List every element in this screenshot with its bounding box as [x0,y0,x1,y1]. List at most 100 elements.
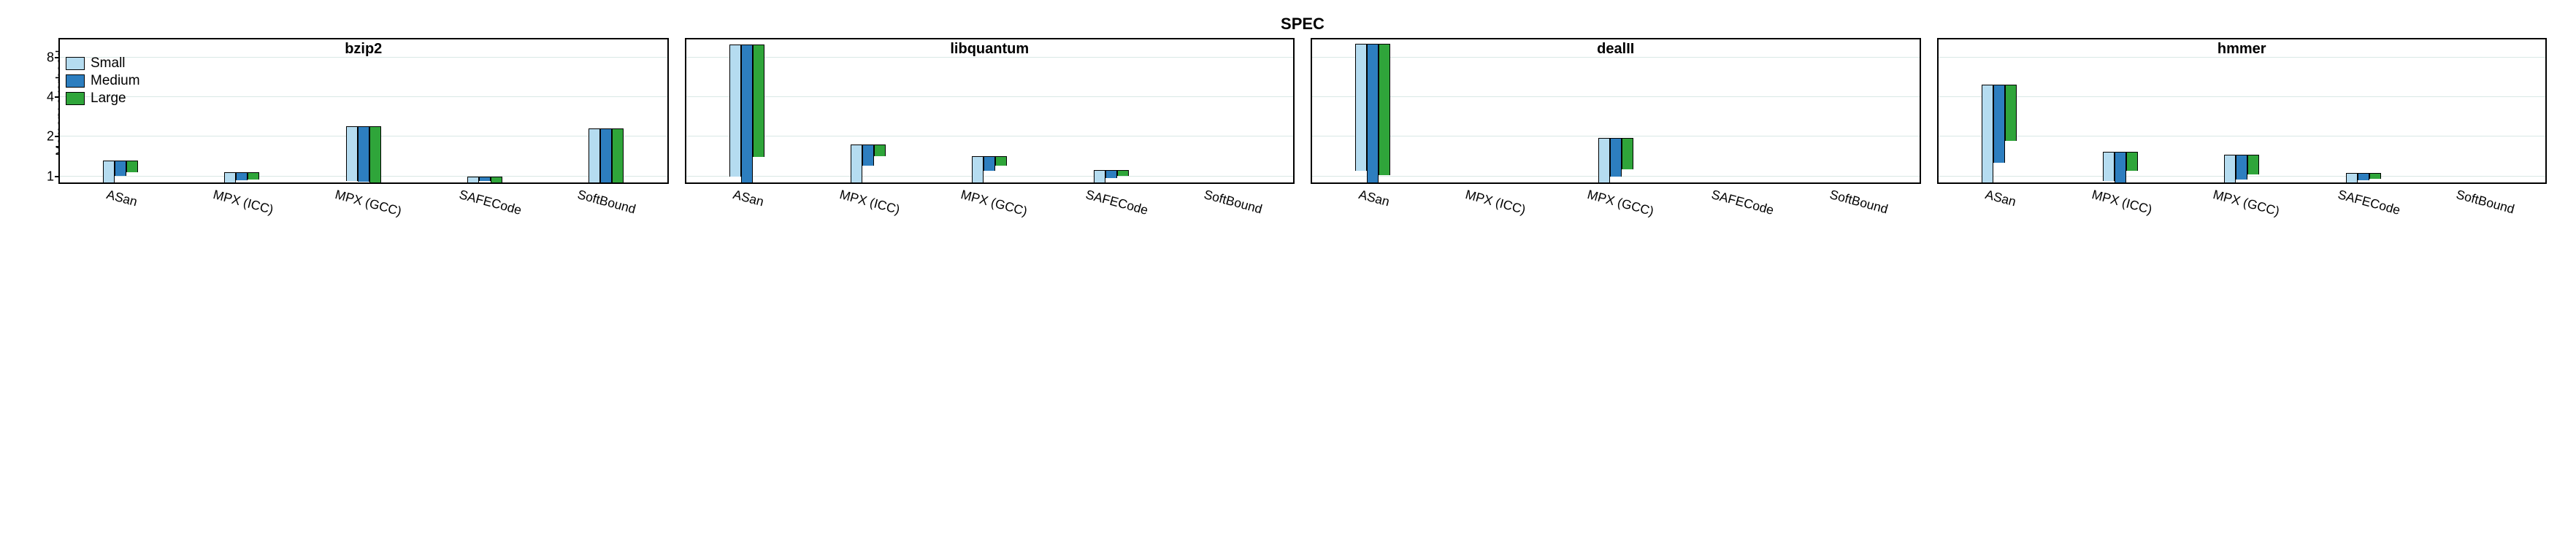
bar-group [2346,173,2381,182]
bar [1379,44,1390,175]
xtick-label: ASan [731,187,765,209]
panel: libquantumASanMPX (ICC)MPX (GCC)SAFECode… [685,38,1295,184]
bar [2224,155,2236,182]
bar [741,45,753,182]
xtick-label: SAFECode [2336,187,2401,218]
bar [479,177,491,182]
bar [851,145,862,182]
bar [1622,138,1633,169]
bar [2103,152,2115,181]
bar [1094,170,1105,182]
bar-group [467,177,502,182]
xtick-label: SoftBound [576,187,637,217]
bar [1598,138,1610,182]
bar [346,126,358,181]
bar [1367,44,1379,182]
xtick-label: SAFECode [1710,187,1776,218]
chart-panel: hmmerASanMPX (ICC)MPX (GCC)SAFECodeSoftB… [1937,38,2548,184]
gridline [60,57,667,58]
xtick-label: SAFECode [458,187,524,218]
bar [995,156,1007,166]
bar [600,128,612,182]
bar [491,177,502,182]
gridline [1939,96,2546,97]
ytick-label: 1 [47,169,60,184]
gridline [60,96,667,97]
legend-swatch [66,74,85,88]
xtick-label: ASan [1357,187,1392,209]
bar-group [1598,138,1633,182]
ytick-label: 4 [47,90,60,105]
bar [1117,170,1129,176]
panel-title: libquantum [950,41,1029,58]
ytick-label: 8 [47,50,60,65]
ytick-label: 2 [47,129,60,145]
bar [2247,155,2259,175]
bar [126,161,138,172]
bar [729,45,741,177]
bar-group [729,45,764,182]
xtick-label: SoftBound [2454,187,2515,217]
gridline [1312,96,1920,97]
bar [369,126,381,182]
xtick-label: MPX (GCC) [333,187,403,219]
xtick-label: MPX (ICC) [1464,187,1527,217]
bar [2005,85,2017,141]
xtick-label: MPX (GCC) [959,187,1030,219]
bar-group [851,145,886,182]
bar [467,177,479,182]
xtick-label: MPX (ICC) [212,187,275,217]
panel-title: hmmer [2217,41,2266,58]
panel: dealIIASanMPX (ICC)MPX (GCC)SAFECodeSoft… [1311,38,1921,184]
bar [1982,85,1993,182]
panels-row: bzip21248SmallMediumLargeASanMPX (ICC)MP… [58,38,2547,184]
legend-label: Large [91,90,126,107]
bar [2346,173,2358,182]
bar [589,128,600,182]
xtick-label: MPX (ICC) [838,187,902,217]
suptitle: SPEC [58,15,2547,34]
bar [972,156,984,182]
bar-group [224,172,259,182]
xtick-label: ASan [105,187,139,209]
chart-panel: libquantumASanMPX (ICC)MPX (GCC)SAFECode… [685,38,1295,184]
chart-panel: bzip21248SmallMediumLargeASanMPX (ICC)MP… [58,38,669,184]
bar [115,161,126,176]
bar [358,126,369,182]
bar [874,145,886,156]
xtick-label: ASan [1983,187,2017,209]
bar [1355,44,1367,171]
legend-swatch [66,57,85,70]
bar-group [1982,85,2017,182]
bar [103,161,115,182]
panel-title: dealII [1597,41,1634,58]
bar-group [2103,152,2138,182]
bar-group [103,161,138,182]
gridline [1312,57,1920,58]
bar-group [2224,155,2259,182]
chart-panel: dealIIASanMPX (ICC)MPX (GCC)SAFECodeSoft… [1311,38,1921,184]
bar [2126,152,2138,171]
figure: SPEC Memory overhead (w.r.t. native) bzi… [0,0,2576,206]
gridline [1939,57,2546,58]
bar-group [1094,170,1129,182]
bar [2369,173,2381,179]
bar [248,172,259,180]
bar [1105,170,1117,178]
bar [1993,85,2005,163]
bar-group [1355,44,1390,182]
legend: SmallMediumLarge [66,55,140,108]
legend-item: Small [66,55,140,72]
bar [862,145,874,166]
bar [2115,152,2126,182]
bar [2236,155,2247,180]
xtick-label: SAFECode [1084,187,1149,218]
xtick-label: MPX (GCC) [1585,187,1655,219]
gridline [686,57,1294,58]
bar [2358,173,2369,180]
xtick-label: MPX (GCC) [2212,187,2282,219]
bar [224,172,236,182]
legend-label: Medium [91,73,140,89]
bar [612,128,624,182]
gridline [686,96,1294,97]
